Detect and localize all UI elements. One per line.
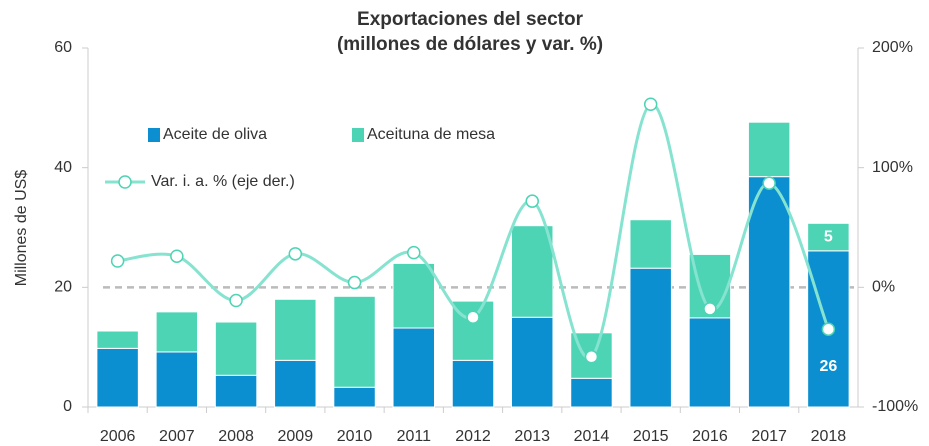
y-tick-label: 0 (63, 398, 72, 415)
line-marker (347, 275, 362, 290)
bar (214, 321, 258, 376)
x-tick-label: 2008 (218, 428, 254, 445)
x-tick-label: 2013 (514, 428, 550, 445)
chart-title: Exportaciones del sector (357, 9, 584, 30)
x-tick-label: 2009 (278, 428, 314, 445)
bar (629, 219, 672, 269)
y2-tick-label: 200% (872, 39, 913, 56)
bar (451, 359, 495, 408)
bar (511, 225, 554, 318)
bar (570, 377, 613, 408)
legend-swatch (352, 128, 364, 142)
x-tick-label: 2015 (633, 428, 669, 445)
bar (333, 386, 376, 408)
x-tick-label: 2010 (337, 428, 373, 445)
x-tick-label: 2012 (455, 428, 491, 445)
bar (747, 176, 791, 408)
x-tick-label: 2007 (159, 428, 195, 445)
line-marker (466, 310, 480, 324)
line-marker (288, 247, 303, 261)
line-marker (703, 302, 717, 316)
legend-label: Aceituna de mesa (367, 126, 495, 143)
x-tick-label: 2014 (574, 428, 610, 445)
y2-tick-label: 100% (872, 159, 913, 176)
bar (629, 267, 672, 408)
chart-title: (millones de dólares y var. %) (337, 34, 603, 55)
y2-tick-label: -100% (872, 398, 918, 415)
line-marker (821, 322, 836, 336)
bar (274, 359, 317, 408)
x-tick-label: 2016 (692, 428, 728, 445)
legend-label: Var. i. a. % (eje der.) (151, 173, 295, 190)
line-marker (643, 97, 658, 111)
legend-swatch (118, 175, 132, 189)
bar (96, 347, 139, 408)
x-tick-label: 2017 (751, 428, 787, 445)
x-tick-label: 2006 (100, 428, 136, 445)
x-tick-label: 2018 (811, 428, 847, 445)
y-axis-label: Millones de US$ (13, 170, 30, 287)
legend-label: Aceite de oliva (163, 126, 267, 143)
bar (807, 222, 850, 252)
bar (333, 295, 376, 388)
line-marker (407, 245, 421, 260)
line-marker (170, 249, 184, 263)
bar (392, 327, 435, 408)
bar (155, 311, 199, 353)
bar (155, 351, 199, 408)
bar (274, 298, 317, 361)
bar (214, 374, 258, 408)
y-tick-label: 60 (54, 39, 72, 56)
line-marker (525, 194, 539, 208)
legend-swatch (148, 128, 160, 142)
y-tick-label: 40 (54, 159, 72, 176)
line-marker (584, 349, 599, 364)
bar (96, 330, 139, 349)
bar (747, 121, 791, 178)
data-label: 26 (819, 358, 837, 375)
line-marker (229, 293, 243, 308)
line-marker (110, 254, 125, 268)
line-marker (762, 176, 776, 190)
y2-tick-label: 0% (872, 279, 895, 296)
x-tick-label: 2011 (397, 428, 432, 445)
bar (511, 316, 554, 408)
data-label: 5 (824, 228, 833, 245)
bar (688, 317, 732, 408)
bar (392, 262, 435, 329)
y-tick-label: 20 (54, 279, 72, 296)
